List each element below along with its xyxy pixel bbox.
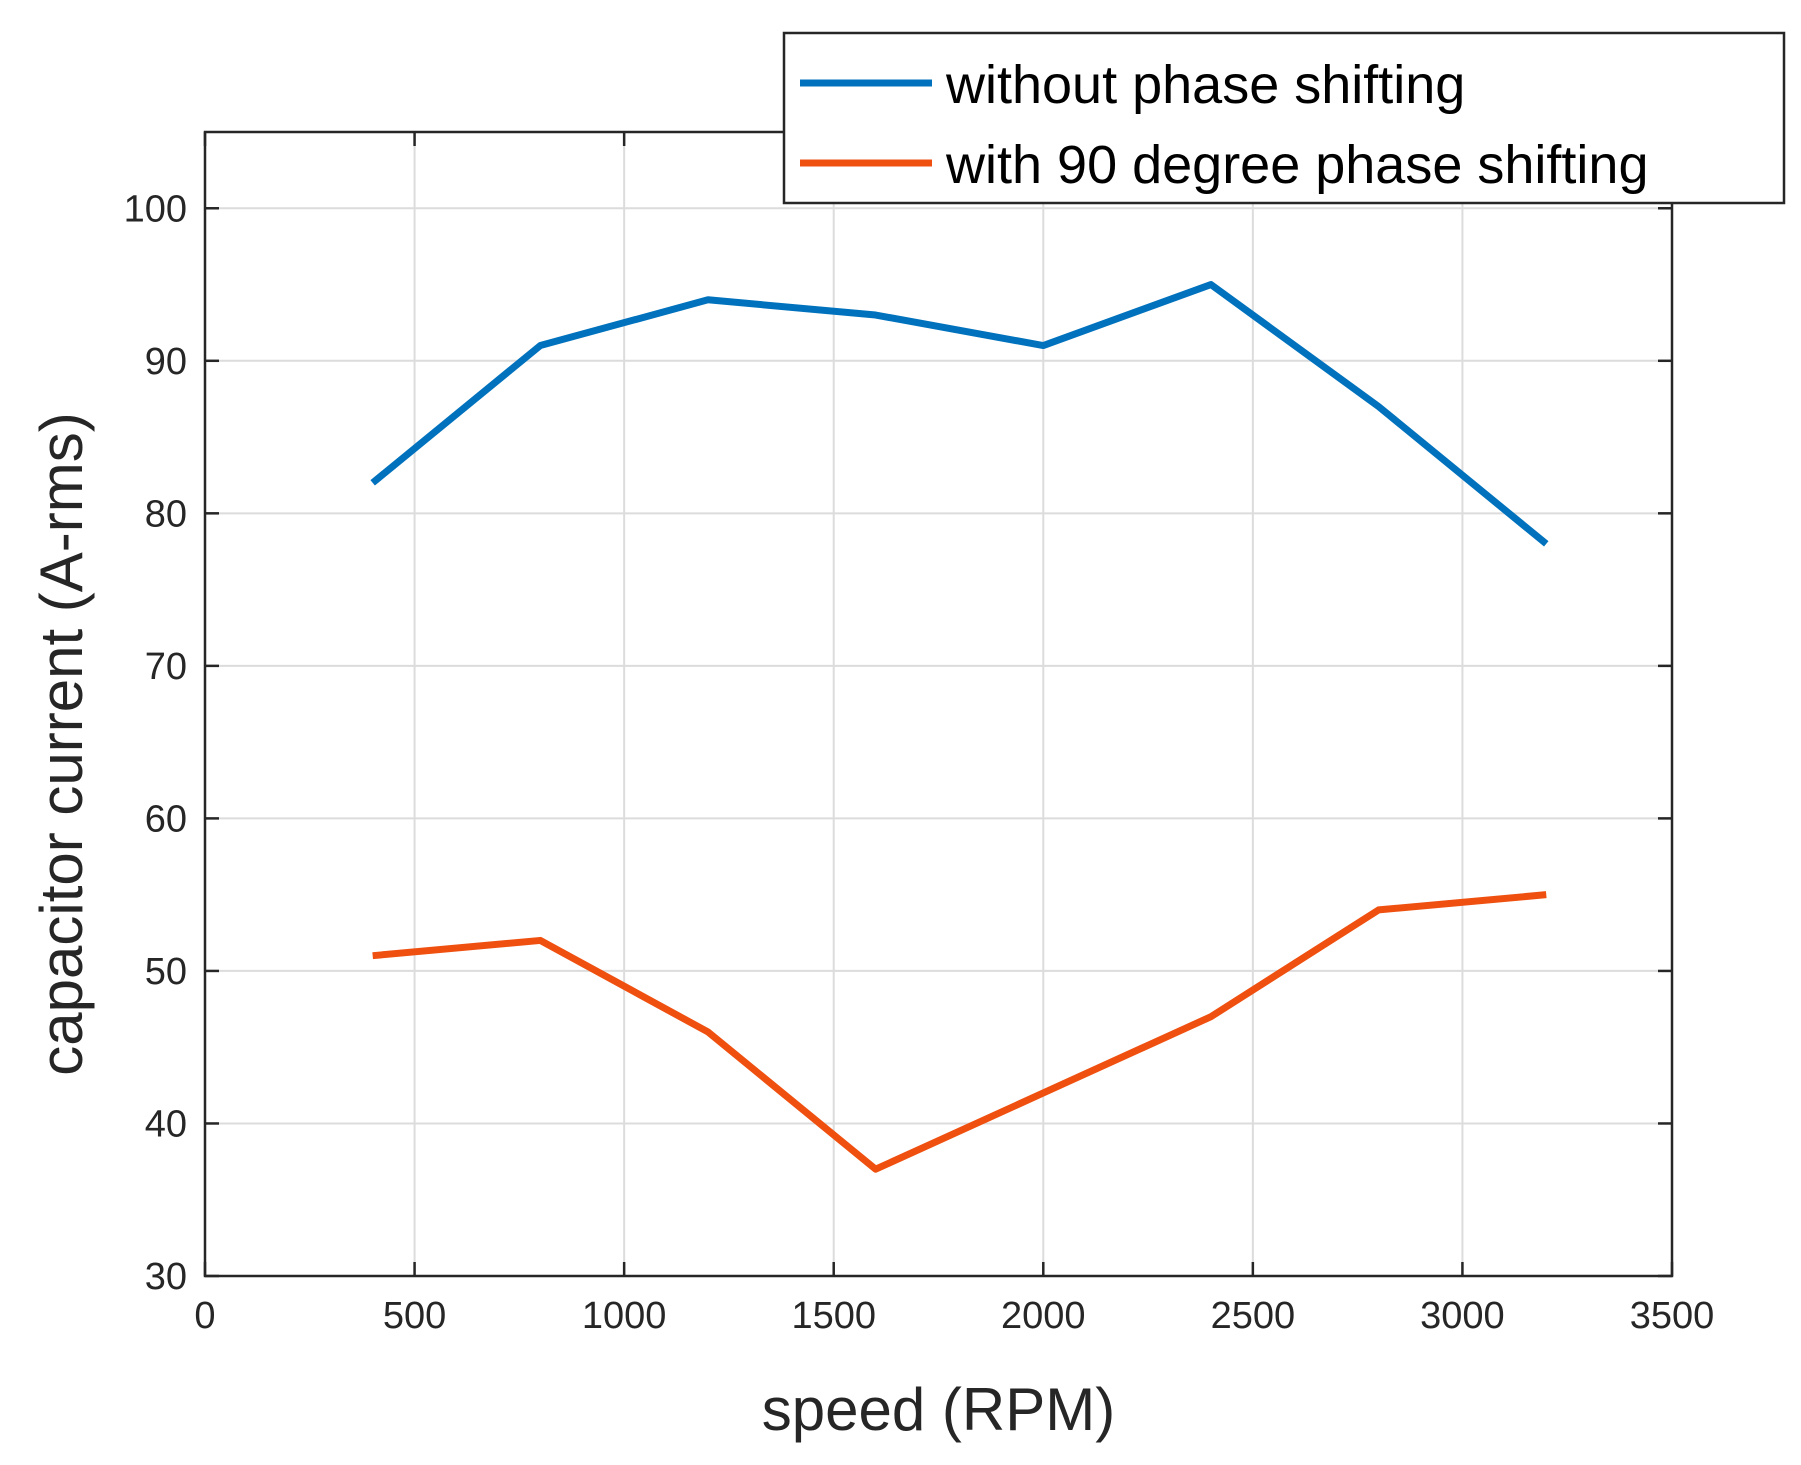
legend-box xyxy=(782,31,1786,205)
x-tick-label: 3500 xyxy=(1630,1295,1715,1337)
y-tick-label: 100 xyxy=(124,188,187,230)
y-axis-title: capacitor current (A-rms) xyxy=(28,412,95,1075)
legend-label-with-90-degree-phase-shifting: with 90 degree phase shifting xyxy=(945,135,1648,195)
legend: without phase shifting with 90 degree ph… xyxy=(782,31,1786,205)
series-line-without-phase-shifting xyxy=(370,281,1549,547)
x-tick-label: 1000 xyxy=(582,1295,667,1337)
series-lines xyxy=(370,281,1549,1173)
x-tick-label: 2500 xyxy=(1211,1295,1296,1337)
y-tick-label: 90 xyxy=(145,341,187,383)
x-tick-label: 0 xyxy=(194,1295,215,1337)
x-tick-label: 3000 xyxy=(1420,1295,1505,1337)
y-tick-label: 80 xyxy=(145,493,187,535)
y-tick-label: 30 xyxy=(145,1256,187,1298)
series-line-with-90-degree-phase-shifting xyxy=(372,891,1547,1173)
axis-ticks: 0 500 1000 1500 2000 2500 3000 3500 30 40 50 60 70 80… xyxy=(124,132,1715,1337)
legend-label-without-phase-shifting: without phase shifting xyxy=(945,55,1465,115)
x-tick-label: 500 xyxy=(383,1295,446,1337)
x-tick-label: 1500 xyxy=(791,1295,876,1337)
y-tick-label: 60 xyxy=(145,798,187,840)
grid xyxy=(205,132,1672,1277)
y-tick-label: 50 xyxy=(145,951,187,993)
x-axis-title: speed (RPM) xyxy=(762,1376,1115,1443)
y-tick-label: 70 xyxy=(145,646,187,688)
plot-area-frame xyxy=(203,130,1674,1278)
x-tick-label: 2000 xyxy=(1001,1295,1086,1337)
y-tick-label: 40 xyxy=(145,1103,187,1145)
